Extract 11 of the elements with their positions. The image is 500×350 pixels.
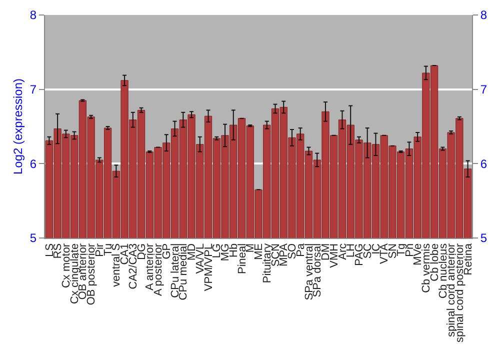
y2-tick-label: 8: [480, 8, 488, 22]
y-tick-label: 6: [30, 156, 37, 171]
y2-tick-label: 6: [480, 156, 488, 171]
y-tick-label: 5: [30, 231, 37, 246]
y-tick-label: 8: [30, 8, 37, 22]
y2-tick-label: 7: [480, 82, 488, 97]
y-tick-label: 7: [30, 82, 37, 97]
y2-tick-label: 5: [480, 231, 488, 246]
x-tick-label: Tg: [395, 243, 408, 256]
y-axis-title: Log2 (expression): [11, 78, 26, 175]
x-tick-label: Retina: [462, 242, 474, 276]
